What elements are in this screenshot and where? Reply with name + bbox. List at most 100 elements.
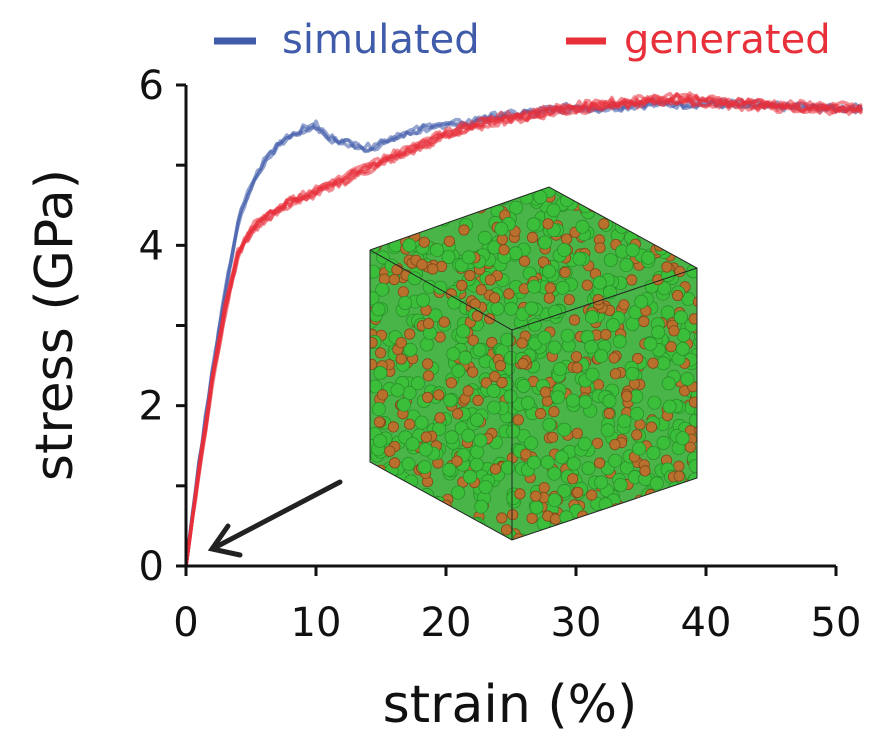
series-generated: [184, 91, 864, 567]
atom: [370, 525, 380, 540]
x-tick-label: 20: [421, 600, 472, 646]
atom: [444, 510, 456, 522]
atom: [671, 489, 683, 502]
atom: [656, 356, 671, 371]
atom: [370, 217, 382, 229]
atom: [566, 187, 581, 200]
legend: simulated generated: [214, 17, 831, 63]
atom: [686, 523, 697, 536]
atom: [678, 511, 690, 523]
atom: [557, 422, 572, 437]
atom: [490, 301, 505, 316]
atom: [401, 456, 416, 471]
atom: [581, 461, 596, 476]
atom: [546, 203, 561, 218]
atom: [432, 201, 447, 216]
atom: [647, 395, 662, 410]
atom: [673, 230, 686, 242]
atom: [384, 445, 396, 457]
atom: [688, 472, 697, 487]
atom: [684, 441, 696, 453]
atom: [634, 294, 649, 309]
atom: [472, 394, 484, 406]
atom: [603, 407, 615, 420]
atom: [514, 488, 526, 500]
atom: [560, 233, 573, 245]
legend-label-simulated: simulated: [282, 17, 480, 63]
y-tick-label: 2: [139, 384, 164, 430]
atom: [639, 199, 654, 214]
atom: [539, 386, 552, 398]
atom: [503, 389, 518, 404]
atom: [382, 488, 397, 503]
atom: [578, 394, 593, 409]
atom: [542, 417, 557, 432]
atom: [470, 188, 482, 200]
atom: [679, 533, 694, 540]
atom: [589, 534, 601, 540]
atom: [527, 279, 542, 294]
atom: [603, 253, 618, 268]
atom: [410, 376, 425, 391]
atom: [461, 196, 476, 211]
atom: [424, 205, 439, 220]
atom: [546, 431, 559, 443]
atom: [389, 457, 401, 469]
atom: [372, 513, 384, 525]
atom: [601, 192, 613, 204]
atom: [608, 187, 623, 195]
atom: [416, 293, 431, 308]
atom: [494, 221, 509, 236]
atom: [586, 195, 601, 210]
atom: [566, 524, 581, 539]
atom: [418, 236, 430, 248]
atom: [600, 204, 613, 216]
atom: [469, 412, 484, 427]
atom: [370, 507, 383, 522]
atom: [581, 279, 593, 291]
atom: [646, 445, 661, 460]
atom: [665, 490, 680, 505]
atom: [489, 463, 502, 475]
atom: [370, 200, 379, 215]
atom: [432, 496, 447, 511]
atom: [592, 379, 605, 391]
atom: [442, 462, 457, 477]
atom: [444, 430, 459, 445]
atom: [456, 201, 468, 213]
atom: [398, 295, 413, 310]
atom: [393, 482, 408, 497]
atom: [559, 193, 574, 208]
atom: [451, 455, 463, 467]
atom: [370, 489, 376, 504]
atom: [431, 499, 443, 512]
atom: [486, 336, 498, 349]
x-tick-label: 30: [551, 600, 602, 646]
atom: [591, 437, 604, 449]
atom: [370, 358, 378, 370]
atom: [571, 427, 583, 439]
atom: [409, 523, 424, 538]
atom: [573, 529, 585, 540]
atom: [585, 518, 600, 533]
atom: [503, 288, 515, 300]
atom: [373, 416, 385, 428]
atom: [397, 190, 412, 205]
atom: [395, 190, 410, 205]
atom: [655, 192, 670, 207]
atom: [688, 313, 697, 325]
atom: [593, 457, 606, 469]
atom: [675, 431, 690, 446]
atom: [625, 243, 640, 258]
atom: [520, 395, 535, 410]
y-axis-label: stress (GPa): [25, 169, 85, 481]
atom: [612, 193, 624, 206]
atom: [518, 537, 533, 540]
atomic-structure-cube-icon: [369, 186, 698, 541]
atom: [498, 244, 510, 256]
atom: [632, 352, 644, 365]
atom: [424, 530, 439, 540]
atom: [485, 187, 497, 197]
atom: [627, 519, 642, 534]
atom: [484, 274, 496, 286]
